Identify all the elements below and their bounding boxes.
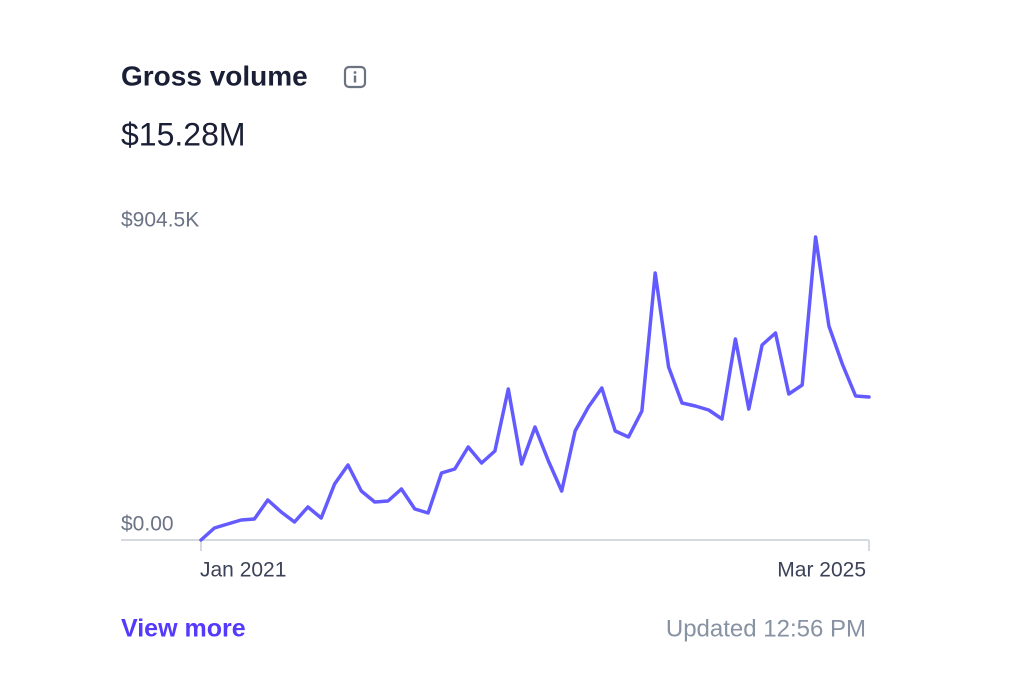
- y-tick-label: $904.5K: [121, 209, 199, 232]
- y-tick-label: $0.00: [121, 513, 174, 536]
- chart-title: Gross volume: [121, 60, 308, 91]
- x-tick-label: Jan 2021: [200, 559, 286, 582]
- line-series: [199, 235, 871, 542]
- x-tick-label: Mar 2025: [777, 559, 866, 582]
- updated-time: Updated 12:56 PM: [666, 615, 866, 642]
- total-value: $15.28M: [121, 116, 246, 152]
- view-more-link[interactable]: View more: [121, 615, 246, 643]
- info-icon-dot: [353, 71, 357, 74]
- info-icon-bar: [353, 75, 357, 83]
- info-icon[interactable]: [343, 65, 367, 89]
